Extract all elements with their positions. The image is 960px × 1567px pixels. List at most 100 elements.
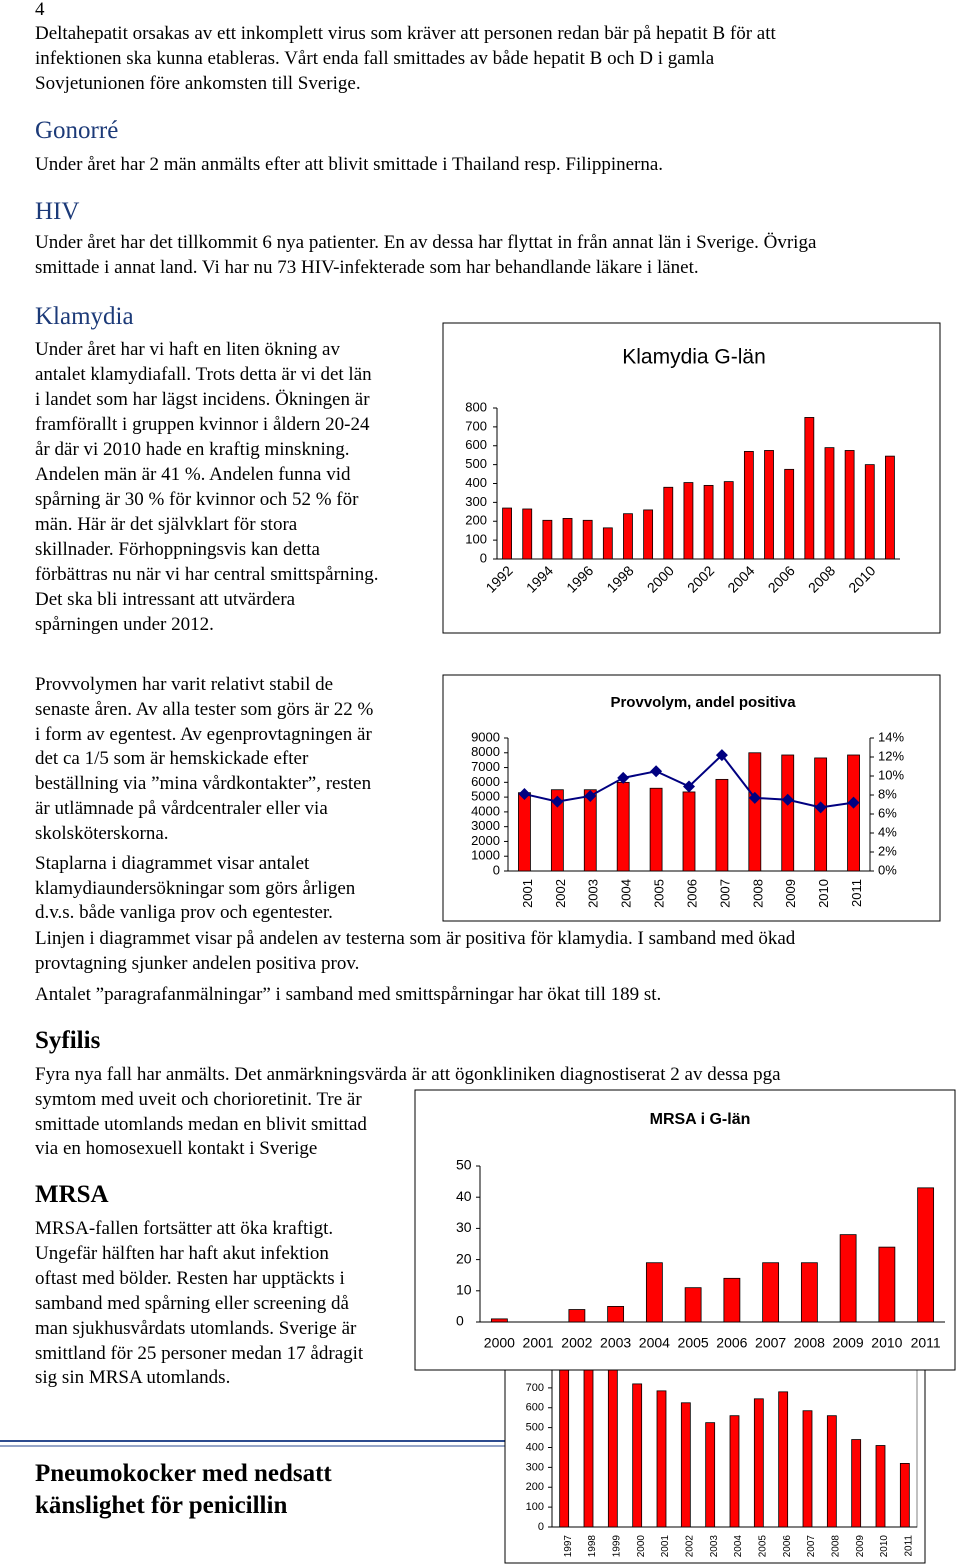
bar: [917, 1187, 935, 1323]
x-tick-label: 2002: [553, 879, 568, 908]
text-line: spårningen under 2012.: [35, 614, 214, 635]
heading: Pneumokocker med nedsatt: [35, 1460, 332, 1487]
text-line: man sjukhusvårdats utomlands. Sverige är: [35, 1317, 357, 1339]
text-line: provtagning sjunker andelen positiva pro…: [35, 953, 360, 974]
bar: [490, 1318, 508, 1323]
x-tick-label: 2007: [806, 1535, 817, 1558]
y-tick-label: 500: [526, 1422, 544, 1434]
page-number: 4: [35, 0, 45, 20]
text-line: är utlämnade på vårdcentraler eller via: [35, 798, 328, 819]
y2-tick-label: 10%: [878, 767, 904, 782]
y-tick-label: 0: [456, 1313, 464, 1329]
x-tick-label: 2005: [652, 879, 667, 908]
bar: [568, 1309, 586, 1323]
bar: [550, 789, 564, 872]
bar: [802, 1410, 813, 1528]
bar: [616, 781, 630, 872]
x-tick-label: 2011: [903, 1535, 914, 1557]
bar: [602, 527, 613, 560]
text-line: Provvolymen har varit relativt stabil de: [35, 674, 334, 695]
bar: [839, 1234, 857, 1323]
x-tick-label: 2009: [855, 1535, 866, 1558]
text-line: symtom med uveit och chorioretinit. Tre …: [35, 1088, 362, 1110]
text-line: Linjen i diagrammet visar på andelen av …: [35, 928, 796, 949]
y-tick-label: 200: [465, 513, 487, 528]
heading: MRSA: [35, 1181, 109, 1208]
text-line: i landet som har lägst incidens. Ökninge…: [35, 389, 370, 410]
bar: [682, 791, 696, 872]
text-line: Ungefär hälften har haft akut infektion: [35, 1242, 329, 1264]
x-tick-label: 2007: [755, 1335, 786, 1351]
bar: [559, 1357, 570, 1528]
bar: [723, 1277, 741, 1323]
y-tick-label: 100: [526, 1501, 544, 1513]
bar: [743, 451, 754, 560]
text-line: via en homosexuell kontakt i Sverige: [35, 1138, 318, 1160]
marker: [584, 789, 597, 802]
x-tick-label: 2006: [684, 879, 699, 908]
bar: [875, 1445, 886, 1528]
marker: [781, 793, 794, 806]
bar: [583, 1357, 594, 1528]
bar: [748, 752, 762, 872]
marker: [715, 749, 728, 762]
chart-frame: [414, 1089, 956, 1371]
x-tick-label: 2001: [520, 879, 535, 908]
x-tick-label: 2002: [561, 1335, 592, 1351]
y-tick-label: 4000: [471, 803, 500, 818]
chart-frame: [442, 322, 941, 634]
text-line: infektionen ska kunna etableras. Vårt en…: [35, 48, 715, 69]
y-tick-label: 40: [456, 1188, 472, 1204]
bar: [705, 1422, 716, 1528]
marker: [551, 795, 564, 808]
x-tick-label: 2009: [833, 1335, 864, 1351]
x-tick-label: 2003: [600, 1335, 631, 1351]
x-tick-label: 2010: [871, 1335, 902, 1351]
bar: [753, 1398, 764, 1528]
text-line: beställning via ”mina vårdkontakter”, re…: [35, 773, 372, 795]
bar: [683, 482, 694, 560]
x-tick-label: 2010: [879, 1535, 890, 1558]
y2-tick-label: 8%: [878, 786, 897, 801]
x-tick-label: 2011: [849, 879, 864, 907]
heading: Syfilis: [35, 1027, 101, 1054]
bar: [649, 787, 663, 872]
x-tick-label: 2004: [733, 1535, 744, 1558]
bar: [804, 417, 815, 560]
text-line: förbättras nu när vi har central smittsp…: [35, 564, 379, 585]
y-tick-label: 700: [465, 418, 487, 433]
y-tick-label: 400: [526, 1441, 544, 1453]
y-tick-label: 10: [456, 1282, 472, 1298]
text-line: spårning är 30 % för kvinnor och 52 % fö…: [35, 489, 359, 510]
marker: [814, 801, 827, 814]
x-tick-label: 2010: [816, 879, 831, 908]
bar: [824, 447, 835, 560]
x-tick-label: 2008: [750, 879, 765, 908]
bar: [632, 1383, 643, 1528]
bar: [762, 1262, 780, 1323]
bar: [826, 1415, 837, 1528]
chart-title: MRSA i G-län: [650, 1111, 751, 1128]
y-tick-label: 0: [480, 550, 487, 565]
bar: [844, 450, 855, 560]
marker: [518, 788, 531, 801]
y-tick-label: 600: [526, 1402, 544, 1414]
text-line: män. Här är det självklart för stora: [35, 514, 298, 535]
bar: [715, 778, 729, 872]
x-tick-label: 2003: [709, 1535, 720, 1558]
text-line: Under året har 2 män anmälts efter att b…: [35, 154, 664, 175]
heading: Klamydia: [35, 303, 134, 330]
text-line: oftast med bölder. Resten har upptäckts …: [35, 1267, 345, 1289]
text-line: Deltahepatit orsakas av ett inkomplett v…: [35, 23, 776, 44]
chart-title: Klamydia G-län: [622, 346, 766, 369]
text-line: Fyra nya fall har anmälts. Det anmärknin…: [35, 1064, 781, 1085]
y2-tick-label: 2%: [878, 843, 897, 858]
text-line: Staplarna i diagrammet visar antalet: [35, 853, 310, 874]
y-tick-label: 300: [526, 1461, 544, 1473]
x-tick-label: 2004: [639, 1335, 670, 1351]
bar: [878, 1246, 896, 1323]
text-line: skolsköterskorna.: [35, 822, 169, 844]
bar: [778, 1391, 789, 1528]
y-tick-label: 300: [465, 494, 487, 509]
bar: [583, 789, 597, 872]
